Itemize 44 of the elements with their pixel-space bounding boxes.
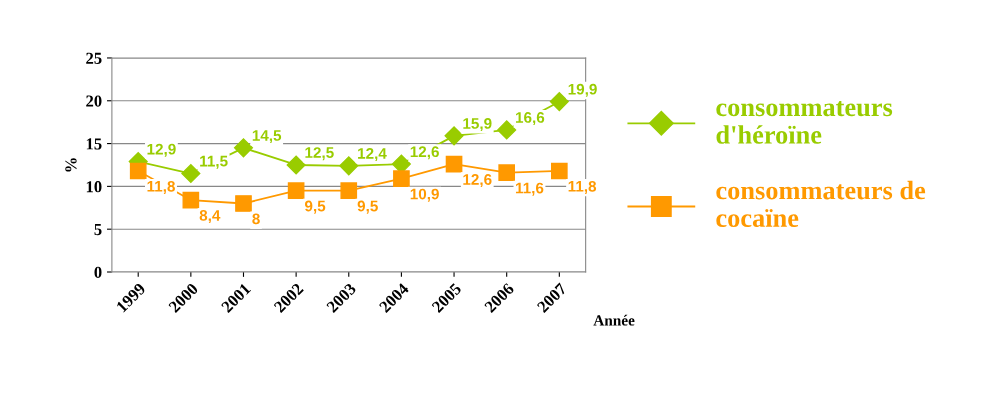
y-tick-label: 10 (86, 181, 102, 193)
data-label: 12,4 (358, 148, 387, 162)
point (339, 156, 359, 176)
data-label: 8 (252, 213, 260, 225)
data-label: 11,8 (568, 180, 597, 194)
point (445, 155, 463, 173)
legend-label: consommateurs d'héroïne (716, 101, 893, 144)
point (497, 120, 517, 140)
data-label: 14,5 (252, 130, 282, 144)
data-label: 19,9 (568, 83, 597, 97)
point (286, 155, 306, 175)
y-tick-label: 20 (86, 95, 102, 107)
data-label: 12,6 (410, 146, 439, 160)
data-label: 16,6 (515, 112, 545, 126)
point (498, 164, 516, 182)
data-label: 12,6 (463, 174, 492, 188)
data-label: 9,5 (357, 200, 378, 214)
legend-label: consommateurs de cocaïne (716, 180, 926, 227)
point (129, 162, 147, 180)
point (550, 162, 568, 180)
y-axis-title: % (65, 158, 77, 172)
point (549, 92, 569, 112)
point (393, 170, 410, 188)
y-tick-label: 15 (86, 138, 102, 150)
point (235, 195, 252, 212)
point (444, 126, 464, 146)
point (181, 164, 201, 184)
y-tick-label: 25 (86, 52, 102, 64)
data-label: 15,9 (463, 118, 492, 132)
data-label: 11,8 (147, 180, 175, 194)
data-label: 10,9 (410, 188, 439, 202)
y-tick-label: 5 (94, 224, 102, 236)
y-tick-label: 0 (94, 266, 102, 278)
data-label: 12,9 (147, 143, 176, 157)
x-axis-title: Année (593, 314, 635, 326)
point (233, 138, 254, 158)
point (182, 191, 200, 209)
data-label: 9,5 (304, 200, 326, 214)
data-label: 12,5 (305, 147, 334, 161)
data-label: 11,5 (200, 155, 228, 169)
point (287, 182, 305, 199)
data-label: 8,4 (199, 210, 221, 224)
point (340, 182, 358, 199)
data-label: 11,6 (515, 182, 544, 196)
